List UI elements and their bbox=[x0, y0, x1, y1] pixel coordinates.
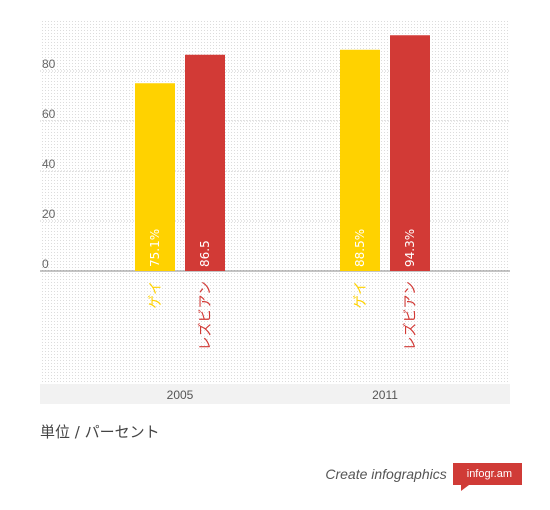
y-tick-label: 40 bbox=[42, 157, 56, 171]
bar-lesbian bbox=[185, 54, 225, 271]
series-label: レズビアン bbox=[198, 281, 214, 350]
create-infographics-link[interactable]: Create infographics bbox=[325, 466, 447, 482]
x-tick-label: 2005 bbox=[167, 388, 194, 402]
data-label: 94.3% bbox=[403, 229, 417, 267]
infogram-logo-badge[interactable]: infogr.am bbox=[452, 463, 522, 491]
bar-gay bbox=[340, 49, 380, 271]
y-tick-label: 0 bbox=[42, 257, 49, 271]
unit-note: 単位 / パーセント bbox=[40, 423, 160, 441]
x-tick-label: 2011 bbox=[372, 388, 398, 402]
footer: Create infographics infogr.am bbox=[325, 463, 522, 491]
bar-gay bbox=[135, 83, 175, 271]
plot-background bbox=[40, 20, 510, 384]
series-label: ゲイ bbox=[353, 281, 369, 309]
x-axis-band bbox=[40, 384, 510, 404]
bar-lesbian bbox=[390, 35, 430, 271]
bar-chart: 0 20 40 60 80 75.1% ゲイ 86.5 レズビアン 2005 88.5% ゲイ 94.3… bbox=[40, 20, 510, 404]
data-label: 75.1% bbox=[148, 229, 162, 267]
series-label: ゲイ bbox=[148, 281, 164, 309]
data-label: 88.5% bbox=[353, 229, 367, 267]
y-tick-label: 60 bbox=[42, 107, 56, 121]
y-tick-label: 80 bbox=[42, 57, 56, 71]
data-label: 86.5 bbox=[198, 240, 212, 267]
y-tick-label: 20 bbox=[42, 207, 56, 221]
series-label: レズビアン bbox=[403, 281, 419, 350]
